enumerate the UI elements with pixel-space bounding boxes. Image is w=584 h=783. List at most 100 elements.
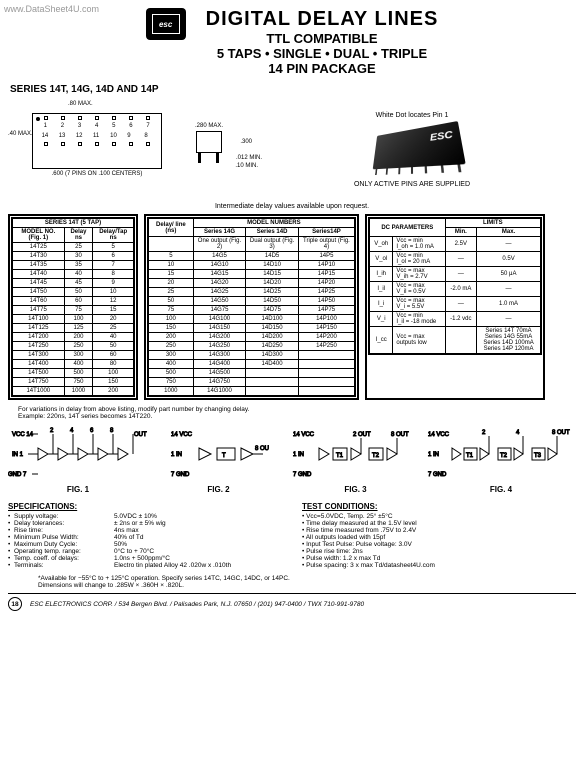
table-dc-params: DC PARAMETERSLIMITS Min.Max. V_ohVcc = m… [369,218,541,354]
svg-text:T3: T3 [534,453,542,459]
svg-text:8 OUT: 8 OUT [552,430,570,436]
svg-text:2 OUT: 2 OUT [353,432,371,438]
title-main: DIGITAL DELAY LINES [206,8,439,31]
chip-3d: ESC [373,121,466,169]
svg-text:8: 8 [110,428,114,434]
logo: esc [146,8,186,40]
table-row: 15014G15014D15014P150 [149,324,355,333]
page-number: 18 [8,597,22,611]
svg-text:2: 2 [482,430,486,436]
test-item: • Pulse width: 1.2 x max Td [302,555,576,562]
title-block: DIGITAL DELAY LINES TTL COMPATIBLE 5 TAP… [206,8,439,76]
svg-text:8 OUT: 8 OUT [391,432,409,438]
table-row: 14T606012 [13,297,134,306]
specifications: SPECIFICATIONS: •Supply voltage:5.0VDC ±… [8,502,282,569]
svg-text:IN 1: IN 1 [12,452,24,458]
table-models: Delay/ line (ns)MODEL NUMBERS Series 14G… [148,218,355,396]
svg-text:7 GND: 7 GND [171,472,190,478]
spec-item: •Operating temp. range:0°C to + 70°C [8,548,282,555]
table-row: 14T45459 [13,279,134,288]
table-row: 1014G1014D1014P10 [149,261,355,270]
spec-item: •Temp. coeff. of delays:1.0ns + 500ppm/°… [8,555,282,562]
svg-text:14 VCC: 14 VCC [428,432,450,438]
svg-text:1 IN: 1 IN [428,452,439,458]
chip-illustration-block: White Dot locates Pin 1 ESC ONLY ACTIVE … [248,108,576,188]
svg-text:4: 4 [516,430,520,436]
svg-text:7 GND: 7 GND [428,472,447,478]
table-row: 50014G500 [149,369,355,378]
table-row: 14T757515 [13,306,134,315]
table-row: I_ihVcc = max V_ih = 2.7V—50 μA [370,267,541,282]
table-row: 14T25025050 [13,342,134,351]
table-row: 514G514D514P5 [149,252,355,261]
table-row: I_iVcc = max V_i = 5.5V—1.0 mA [370,297,541,312]
table-row: 14T10010020 [13,315,134,324]
table-row: 14T40408 [13,270,134,279]
table-row: 25014G25014D25014P250 [149,342,355,351]
title-sub3: 14 PIN PACKAGE [206,61,439,76]
test-conditions: TEST CONDITIONS: • Vcc=5.0VDC, Temp. 25°… [302,502,576,569]
test-item: • Input Test Pulse: Pulse voltage: 3.0V [302,541,576,548]
table-row: V_ohVcc = min I_oh = 1.0 mA2.5V— [370,237,541,252]
fig2: 14 VCC 1 IN 7 GND T 8 OUT FIG. 2 [152,426,285,494]
table-row: 20014G20014D20014P200 [149,333,355,342]
table-row: 5014G5014D5014P50 [149,297,355,306]
package-top-view: 1234567 141312111098 [32,113,162,169]
table-row: 14T25255 [13,243,134,252]
table-row: V_iVcc = min I_il = -18 mode-1.2 vdc— [370,312,541,327]
test-item: • Pulse rise time: 2ns [302,548,576,555]
table-row: 10014G10014D10014P100 [149,315,355,324]
table-row: I_ilVcc = max V_il = 0.5V-2.0 mA— [370,282,541,297]
svg-text:T1: T1 [466,453,474,459]
table-row: 75014G750 [149,378,355,387]
title-sub2: 5 TAPS • SINGLE • DUAL • TRIPLE [206,46,439,61]
footer: 18 ESC ELECTRONICS CORP. / 534 Bergen Bl… [8,593,576,611]
table-row: 100014G1000 [149,387,355,396]
table-row: 14T30030060 [13,351,134,360]
svg-text:OUT: OUT [134,432,147,438]
svg-text:T2: T2 [500,453,508,459]
table-row: 14T35357 [13,261,134,270]
svg-text:GND 7: GND 7 [8,472,27,478]
logo-text: esc [152,14,180,34]
watermark: www.DataSheet4U.com [4,4,99,14]
footer-text: ESC ELECTRONICS CORP. / 534 Bergen Blvd.… [30,601,364,608]
specs-row: SPECIFICATIONS: •Supply voltage:5.0VDC ±… [8,502,576,569]
dim-left: .40 MAX. [8,131,33,137]
table-row: 30014G30014D300 [149,351,355,360]
header: esc DIGITAL DELAY LINES TTL COMPATIBLE 5… [8,8,576,76]
table-row: 14T20020040 [13,333,134,342]
table-row: 14T12512525 [13,324,134,333]
table-row: 14T30306 [13,252,134,261]
intermediate-note: Intermediate delay values available upon… [8,203,576,210]
svg-text:7 GND: 7 GND [293,472,312,478]
svg-text:8 OUT: 8 OUT [255,446,269,452]
table-row: 7514G7514D7514P75 [149,306,355,315]
table-row: 40014G40014D400 [149,360,355,369]
svg-text:T1: T1 [336,453,344,459]
table-row: 1514G1514D1514P15 [149,270,355,279]
diagrams-row: .80 MAX. .40 MAX. 1234567 141312111098 .… [8,101,576,195]
table-row: 14T750750150 [13,378,134,387]
test-item: • All outputs loaded with 15pf [302,534,576,541]
tables-row: SERIES 14T (5 TAP) MODEL NO. (Fig. 1)Del… [8,214,576,400]
figures-row: VCC 14 IN 1 GND 7 2468 OUT FIG. 1 14 VCC… [8,426,576,494]
fig4: 14 VCC 1 IN 7 GND T1 T2 T3 248 OUT FIG. … [426,426,576,494]
svg-text:14 VCC: 14 VCC [171,432,193,438]
svg-text:4: 4 [70,428,74,434]
dim-top: .80 MAX. [68,101,93,107]
note-dot: White Dot locates Pin 1 [248,112,576,119]
table-row: V_olVcc = min I_ol = 20 mA—0.5V [370,252,541,267]
test-item: • Pulse spacing: 3 x max Td/datasheet4U.… [302,562,576,569]
table-row: 2514G2514D2514P25 [149,288,355,297]
test-item: • Time delay measured at the 1.5V level [302,520,576,527]
spec-item: •Minimum Pulse Width:40% of Td [8,534,282,541]
note-pins: ONLY ACTIVE PINS ARE SUPPLIED [248,181,576,188]
spec-item: •Delay tolerances:± 2ns or ± 5% wig [8,520,282,527]
svg-text:2: 2 [50,428,54,434]
table-14t: SERIES 14T (5 TAP) MODEL NO. (Fig. 1)Del… [12,218,134,396]
spec-item: •Supply voltage:5.0VDC ± 10% [8,513,282,520]
title-sub1: TTL COMPATIBLE [206,31,439,46]
dim-bottom: .600 (7 PINS ON .100 CENTERS) [32,171,162,177]
test-item: • Vcc=5.0VDC, Temp. 25° ±5°C [302,513,576,520]
